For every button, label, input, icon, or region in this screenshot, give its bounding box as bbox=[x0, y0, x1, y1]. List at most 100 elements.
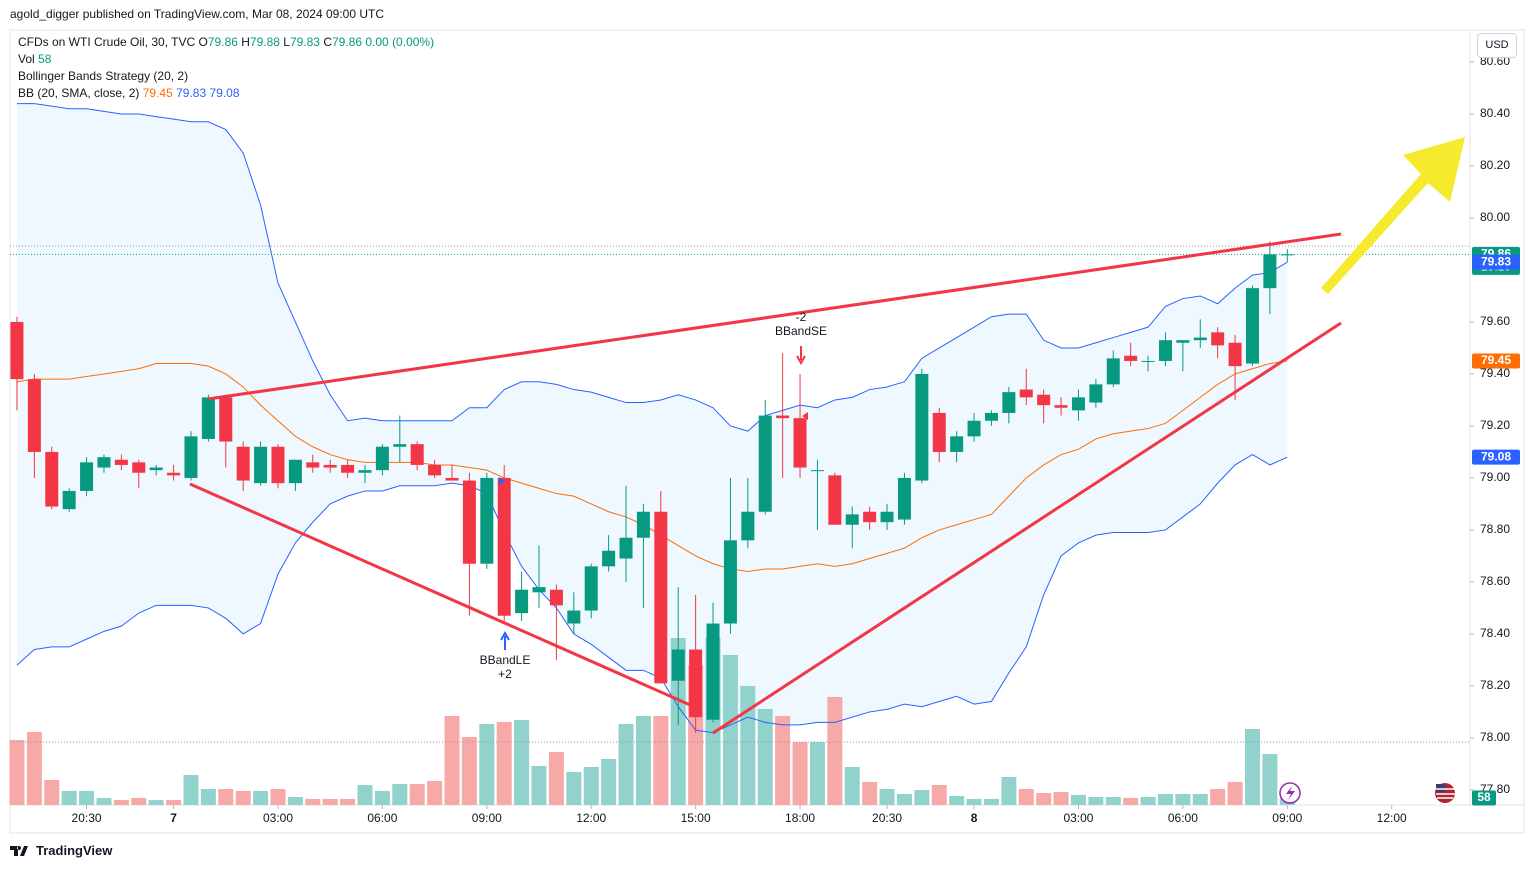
arrow-up bbox=[1321, 137, 1465, 294]
volume-bar bbox=[200, 789, 216, 805]
y-tick-label: 79.40 bbox=[1480, 366, 1510, 380]
x-tick-label: 03:00 bbox=[1063, 811, 1093, 825]
trend-line bbox=[712, 321, 1342, 735]
volume-bar bbox=[1140, 797, 1156, 805]
candle-body bbox=[741, 511, 755, 541]
volume-bar bbox=[1175, 793, 1191, 805]
ohlc-label: H bbox=[241, 35, 250, 49]
volume-bar bbox=[1244, 728, 1260, 805]
candle-body bbox=[1124, 355, 1138, 361]
flag-stripes bbox=[1436, 788, 1455, 799]
volume-bar bbox=[583, 766, 599, 805]
candle-body bbox=[323, 464, 337, 468]
candle-body bbox=[1019, 389, 1033, 398]
ohlc-value: 79.86 bbox=[332, 35, 363, 49]
trend-line bbox=[207, 232, 1342, 401]
candle-body bbox=[950, 436, 964, 452]
volume-bar bbox=[357, 785, 373, 805]
candle-body bbox=[1071, 397, 1085, 411]
volume-bar bbox=[809, 742, 825, 805]
candle-body bbox=[619, 537, 633, 559]
currency-button[interactable]: USD bbox=[1477, 33, 1517, 58]
y-tick-label: 80.20 bbox=[1480, 158, 1510, 172]
legend: CFDs on WTI Crude Oil, 30, TVC O79.86 H7… bbox=[18, 34, 434, 102]
volume-bar bbox=[949, 796, 965, 805]
bands-label: BB (20, SMA, close, 2) bbox=[18, 86, 140, 100]
volume-bar bbox=[218, 789, 234, 805]
x-tick-label: 06:00 bbox=[1168, 811, 1198, 825]
volume-bar bbox=[827, 696, 843, 805]
legend-row: Vol 58 bbox=[18, 51, 434, 68]
candle-body bbox=[1054, 405, 1068, 408]
candle-body bbox=[689, 649, 703, 718]
volume-bar bbox=[461, 736, 477, 805]
volume-bar bbox=[148, 800, 164, 805]
volume-bar bbox=[1018, 789, 1034, 805]
x-tick-label: 12:00 bbox=[576, 811, 606, 825]
x-tick-label: 06:00 bbox=[367, 811, 397, 825]
candle-body bbox=[1280, 254, 1294, 256]
volume-bar bbox=[1105, 797, 1121, 805]
signal-marker bbox=[499, 477, 505, 485]
candle-body bbox=[62, 490, 76, 510]
volume-bar bbox=[1262, 754, 1278, 805]
volume-bar bbox=[270, 789, 286, 805]
volume-bar bbox=[79, 790, 95, 805]
signal-qty: -2 bbox=[796, 310, 807, 324]
volume-bar bbox=[26, 731, 42, 805]
candle-body bbox=[932, 412, 946, 452]
candle-body bbox=[1245, 288, 1259, 364]
candle-body bbox=[271, 446, 285, 484]
candle-body bbox=[793, 418, 807, 468]
signal-arrow bbox=[500, 630, 510, 650]
y-tick-label: 80.40 bbox=[1480, 106, 1510, 120]
volume-bar bbox=[44, 779, 60, 805]
volume-bar bbox=[113, 800, 129, 805]
legend-row: BB (20, SMA, close, 2) 79.45 79.83 79.08 bbox=[18, 85, 434, 102]
volume-bar bbox=[618, 723, 634, 805]
candle-body bbox=[341, 464, 355, 473]
candle-body bbox=[167, 472, 181, 476]
candle-body bbox=[410, 444, 424, 465]
volume-bar bbox=[235, 790, 251, 805]
candle-body bbox=[306, 462, 320, 468]
volume-bar bbox=[1070, 794, 1086, 805]
logo bbox=[10, 845, 28, 856]
plot: 77.8078.0078.2078.4078.6078.8079.0079.20… bbox=[9, 54, 1510, 825]
volume-bar bbox=[444, 715, 460, 805]
volume-bar bbox=[409, 784, 425, 805]
candle-body bbox=[723, 540, 737, 624]
candle-body bbox=[149, 467, 163, 471]
trend-line bbox=[189, 482, 698, 710]
x-tick-label: 09:00 bbox=[472, 811, 502, 825]
volume-bar bbox=[566, 771, 582, 805]
candle-body bbox=[219, 397, 233, 442]
candle-body bbox=[114, 459, 128, 465]
volume-bar bbox=[775, 715, 791, 805]
volume-label: Vol bbox=[18, 52, 35, 66]
y-tick-label: 80.00 bbox=[1480, 210, 1510, 224]
volume-bar bbox=[740, 685, 756, 805]
x-tick-label: 20:30 bbox=[72, 811, 102, 825]
candle-body bbox=[880, 511, 894, 523]
ohlc-value: 79.83 bbox=[289, 35, 320, 49]
volume-bar bbox=[96, 797, 112, 805]
volume-bar bbox=[305, 798, 321, 805]
band-value: 79.45 bbox=[142, 86, 173, 100]
symbol: CFDs on WTI Crude Oil, 30, TVC bbox=[18, 35, 196, 49]
candle-body bbox=[462, 480, 476, 564]
volume-bar bbox=[757, 708, 773, 805]
candle-body bbox=[1158, 340, 1172, 361]
candle-body bbox=[1002, 392, 1016, 413]
strategy: Bollinger Bands Strategy (20, 2) bbox=[18, 69, 189, 83]
legend-row: Bollinger Bands Strategy (20, 2) bbox=[18, 68, 434, 85]
y-tick-label: 79.60 bbox=[1480, 314, 1510, 328]
candle-body bbox=[602, 550, 616, 567]
volume-bar bbox=[287, 797, 303, 805]
candle-body bbox=[497, 477, 511, 616]
x-tick-label: 7 bbox=[170, 811, 177, 825]
volume-bar bbox=[914, 789, 930, 805]
price-tag-label: 79.45 bbox=[1481, 353, 1511, 367]
